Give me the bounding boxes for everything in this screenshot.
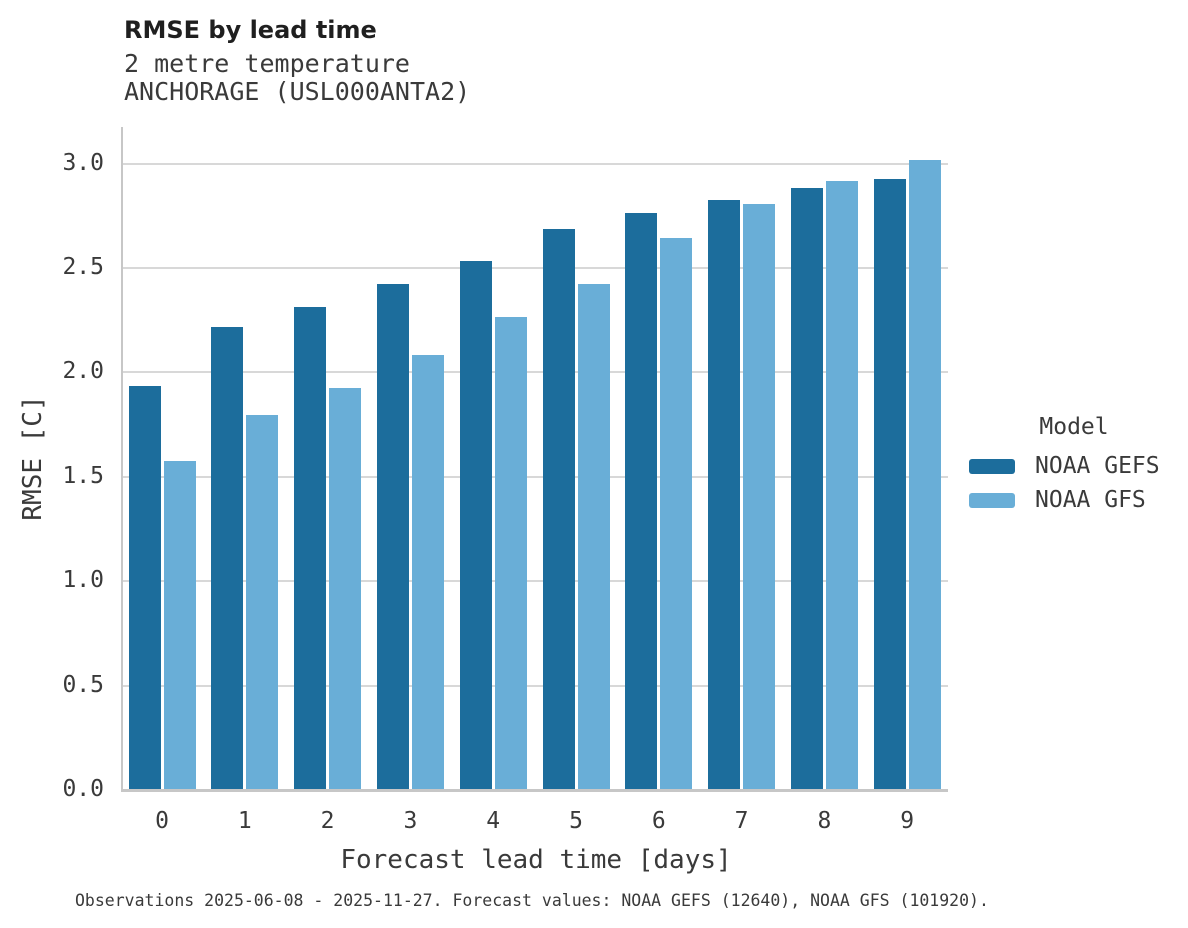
y-tick-label-1.0: 1.0 [62,567,104,594]
bar-noaa-gefs-day-8[interactable] [790,187,823,789]
x-tick-label-4: 4 [486,808,501,834]
bar-noaa-gfs-day-3[interactable] [411,354,444,789]
x-tick-label-7: 7 [734,808,749,834]
gridline-y-2.5 [123,266,948,269]
bar-noaa-gefs-day-7[interactable] [708,200,741,789]
y-tick-label-2.0: 2.0 [62,358,104,385]
chart-subtitle-variable: 2 metre temperature [124,49,410,78]
x-tick-label-9: 9 [900,808,915,834]
bar-noaa-gfs-day-5[interactable] [577,283,610,789]
y-tick-label-1.5: 1.5 [62,462,104,489]
footer-caption: Observations 2025-06-08 - 2025-11-27. Fo… [75,891,989,910]
bar-noaa-gfs-day-1[interactable] [246,415,279,789]
legend-label: NOAA GEFS [1035,453,1160,479]
chart-subtitle-station: ANCHORAGE (USL000ANTA2) [124,77,471,106]
x-tick-label-6: 6 [651,808,666,834]
y-axis-spine [121,127,123,792]
bar-noaa-gefs-day-1[interactable] [211,327,244,789]
y-axis-label: RMSE [C] [18,395,48,521]
bar-noaa-gefs-day-9[interactable] [873,179,906,789]
gridline-y-0.5 [123,684,948,687]
bar-noaa-gfs-day-6[interactable] [660,237,693,789]
plot-area [123,127,948,789]
bar-noaa-gefs-day-5[interactable] [542,229,575,789]
legend-swatch-noaa-gefs [969,458,1015,474]
bar-noaa-gfs-day-7[interactable] [743,204,776,789]
y-tick-label-0.0: 0.0 [62,776,104,802]
x-tick-label-0: 0 [155,808,169,834]
bar-noaa-gfs-day-4[interactable] [494,317,527,789]
legend-item-noaa-gfs[interactable]: NOAA GFS [969,483,1179,517]
bar-noaa-gefs-day-2[interactable] [294,306,327,789]
y-tick-label-0.5: 0.5 [62,671,104,698]
gridline-y-2.0 [123,371,948,374]
gridline-y-3.0 [123,162,948,165]
bar-noaa-gefs-day-3[interactable] [376,283,409,789]
gridline-y-1.5 [123,475,948,478]
bar-noaa-gfs-day-9[interactable] [908,160,941,789]
y-tick-label-2.5: 2.5 [62,253,104,280]
gridline-y-1.0 [123,580,948,583]
x-tick-label-2: 2 [320,808,335,834]
bar-noaa-gfs-day-0[interactable] [163,461,196,789]
y-tick-label-3.0: 3.0 [62,149,104,176]
legend-title: Model [1039,414,1109,440]
legend-label: NOAA GFS [1035,487,1146,513]
chart-title: RMSE by lead time [124,16,377,44]
bar-noaa-gfs-day-8[interactable] [825,181,858,789]
bar-noaa-gefs-day-6[interactable] [625,212,658,789]
legend: Model NOAA GEFS NOAA GFS [969,414,1179,517]
x-axis-spine [121,789,948,792]
x-tick-label-5: 5 [569,808,583,834]
x-tick-label-1: 1 [237,808,252,834]
x-tick-label-8: 8 [817,808,832,834]
bar-noaa-gefs-day-0[interactable] [128,385,161,789]
bar-noaa-gfs-day-2[interactable] [329,388,362,789]
x-tick-label-3: 3 [403,808,418,834]
bar-noaa-gefs-day-4[interactable] [459,260,492,789]
x-axis-label: Forecast lead time [days] [340,845,732,875]
legend-swatch-noaa-gfs [969,492,1015,508]
legend-item-noaa-gefs[interactable]: NOAA GEFS [969,449,1179,483]
